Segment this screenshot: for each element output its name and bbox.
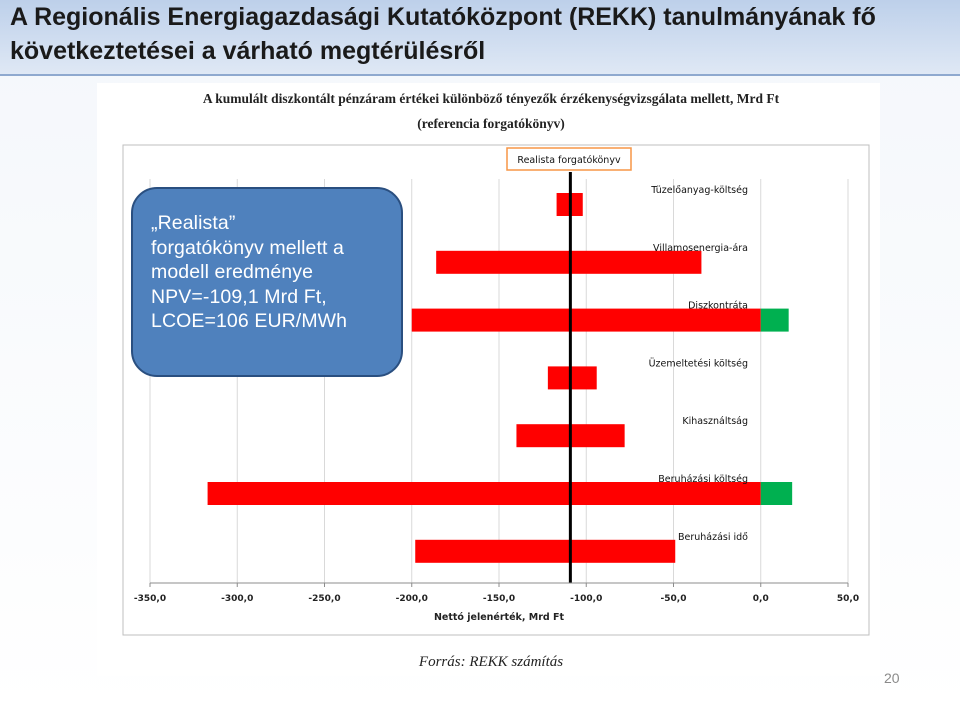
x-tick-label: 0,0 bbox=[753, 594, 769, 604]
x-tick-label: -200,0 bbox=[396, 594, 428, 604]
bar-negative bbox=[547, 366, 597, 390]
callout-line: modell eredménye bbox=[151, 261, 314, 283]
x-tick-label: -300,0 bbox=[221, 594, 253, 604]
slide-header: A Regionális Energiagazdasági Kutatóközp… bbox=[0, 0, 960, 76]
x-tick-label: -250,0 bbox=[308, 594, 340, 604]
bar-negative bbox=[411, 308, 761, 332]
bar-negative bbox=[207, 482, 761, 505]
tornado-chart: A kumulált diszkontált pénzáram értékei … bbox=[122, 91, 870, 670]
bar-positive bbox=[760, 308, 789, 332]
x-tick-label: -350,0 bbox=[134, 594, 166, 604]
slide-title-line-2: következtetései a várható megtérülésről bbox=[10, 37, 486, 65]
reference-label-box bbox=[506, 147, 632, 171]
chart-title-line-1: A kumulált diszkontált pénzáram értékei … bbox=[203, 91, 780, 106]
callout-line: LCOE=106 EUR/MWh bbox=[151, 310, 348, 332]
chart-image: A kumulált diszkontált pénzáram értékei … bbox=[97, 83, 880, 676]
x-axis-label: Nettó jelenérték, Mrd Ft bbox=[434, 612, 565, 623]
callout-line: „Realista” bbox=[151, 212, 236, 234]
bar-positive bbox=[760, 482, 793, 505]
category-label: Diszkontráta bbox=[688, 301, 748, 312]
category-label: Beruházási idő bbox=[678, 532, 748, 543]
category-label: Tüzelőanyag-költség bbox=[650, 185, 748, 196]
category-label: Villamosenergia-ára bbox=[653, 243, 748, 254]
chart-source: Forrás: REKK számítás bbox=[418, 654, 563, 670]
callout-line: forgatókönyv mellett a bbox=[151, 236, 344, 259]
chart-title-line-2: (referencia forgatókönyv) bbox=[417, 116, 565, 131]
x-tick-label: -100,0 bbox=[570, 594, 602, 604]
bar-negative bbox=[415, 539, 676, 563]
result-callout: „Realista” forgatókönyv mellett a modell… bbox=[131, 187, 403, 377]
category-label: Kihasználtság bbox=[682, 416, 748, 427]
callout-line: NPV=-109,1 Mrd Ft, bbox=[151, 285, 327, 308]
bar-negative bbox=[436, 250, 702, 274]
page-number: 20 bbox=[884, 670, 900, 686]
category-label: Üzemeltetési költség bbox=[649, 358, 748, 369]
x-tick-label: -150,0 bbox=[483, 594, 515, 604]
reference-label: Realista forgatókönyv bbox=[517, 155, 621, 166]
x-tick-label: -50,0 bbox=[661, 594, 687, 604]
x-tick-label: 50,0 bbox=[837, 594, 859, 604]
category-label: Beruházási költség bbox=[658, 474, 748, 485]
slide-title-line-1: A Regionális Energiagazdasági Kutatóközp… bbox=[10, 3, 876, 31]
